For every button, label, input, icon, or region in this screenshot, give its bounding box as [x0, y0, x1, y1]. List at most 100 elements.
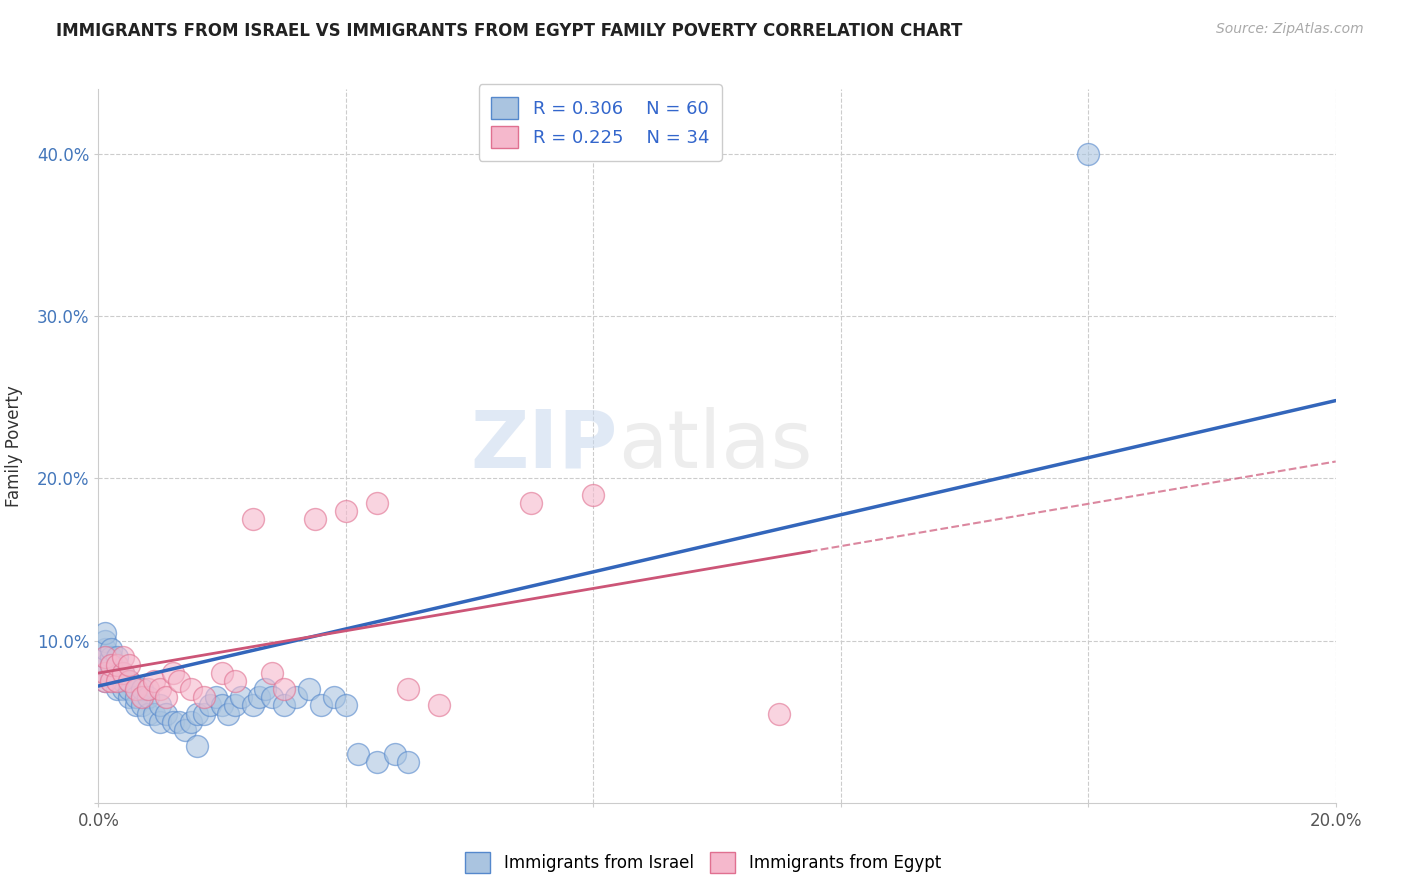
Point: [105, 666, 128, 681]
Point: [93, 649, 115, 664]
Point: [224, 674, 246, 689]
Point: [100, 666, 122, 681]
Point: [93, 641, 115, 656]
Point: [217, 706, 239, 721]
Point: [136, 682, 159, 697]
Point: [105, 649, 128, 664]
Point: [105, 657, 128, 672]
Point: [93, 666, 115, 681]
Point: [298, 682, 321, 697]
Point: [100, 657, 122, 672]
Point: [149, 698, 172, 713]
Point: [309, 698, 332, 713]
Point: [193, 706, 215, 721]
Point: [229, 690, 252, 705]
Point: [180, 714, 202, 729]
Point: [285, 690, 308, 705]
Point: [149, 682, 172, 697]
Point: [131, 682, 153, 697]
Point: [93, 657, 115, 672]
Point: [93, 649, 115, 664]
Point: [143, 674, 166, 689]
Point: [112, 674, 135, 689]
Point: [118, 657, 141, 672]
Point: [93, 666, 115, 681]
Point: [118, 690, 141, 705]
Point: [242, 512, 264, 526]
Point: [112, 666, 135, 681]
Point: [93, 674, 115, 689]
Point: [427, 698, 450, 713]
Point: [136, 706, 159, 721]
Point: [242, 698, 264, 713]
Point: [582, 488, 605, 502]
Point: [124, 690, 146, 705]
Point: [105, 682, 128, 697]
Point: [93, 633, 115, 648]
Point: [112, 666, 135, 681]
Point: [205, 690, 228, 705]
Point: [124, 698, 146, 713]
Point: [224, 698, 246, 713]
Point: [304, 512, 326, 526]
Point: [118, 674, 141, 689]
Point: [273, 698, 295, 713]
Point: [322, 690, 344, 705]
Point: [100, 641, 122, 656]
Point: [105, 674, 128, 689]
Point: [180, 682, 202, 697]
Point: [100, 674, 122, 689]
Point: [155, 706, 177, 721]
Point: [186, 706, 208, 721]
Point: [93, 674, 115, 689]
Point: [162, 666, 184, 681]
Point: [118, 674, 141, 689]
Point: [124, 682, 146, 697]
Legend: Immigrants from Israel, Immigrants from Egypt: Immigrants from Israel, Immigrants from …: [458, 846, 948, 880]
Y-axis label: Family Poverty: Family Poverty: [6, 385, 22, 507]
Point: [167, 674, 190, 689]
Point: [100, 674, 122, 689]
Point: [520, 496, 543, 510]
Point: [335, 504, 357, 518]
Point: [260, 690, 283, 705]
Point: [335, 698, 357, 713]
Point: [260, 666, 283, 681]
Point: [254, 682, 277, 697]
Point: [143, 706, 166, 721]
Point: [198, 698, 221, 713]
Text: atlas: atlas: [619, 407, 813, 485]
Point: [112, 682, 135, 697]
Point: [105, 674, 128, 689]
Legend: R = 0.306    N = 60, R = 0.225    N = 34: R = 0.306 N = 60, R = 0.225 N = 34: [478, 84, 721, 161]
Text: Source: ZipAtlas.com: Source: ZipAtlas.com: [1216, 22, 1364, 37]
Point: [136, 690, 159, 705]
Point: [100, 649, 122, 664]
Point: [193, 690, 215, 705]
Point: [396, 682, 419, 697]
Point: [1077, 147, 1099, 161]
Point: [100, 657, 122, 672]
Point: [366, 496, 388, 510]
Point: [149, 714, 172, 729]
Point: [384, 747, 406, 761]
Point: [211, 666, 233, 681]
Point: [131, 690, 153, 705]
Point: [162, 714, 184, 729]
Point: [347, 747, 370, 761]
Point: [174, 723, 197, 737]
Point: [768, 706, 790, 721]
Point: [155, 690, 177, 705]
Point: [131, 698, 153, 713]
Point: [211, 698, 233, 713]
Point: [118, 682, 141, 697]
Point: [186, 739, 208, 753]
Point: [167, 714, 190, 729]
Text: ZIP: ZIP: [471, 407, 619, 485]
Text: IMMIGRANTS FROM ISRAEL VS IMMIGRANTS FROM EGYPT FAMILY POVERTY CORRELATION CHART: IMMIGRANTS FROM ISRAEL VS IMMIGRANTS FRO…: [56, 22, 963, 40]
Point: [112, 649, 135, 664]
Point: [247, 690, 270, 705]
Point: [396, 756, 419, 770]
Point: [366, 756, 388, 770]
Point: [273, 682, 295, 697]
